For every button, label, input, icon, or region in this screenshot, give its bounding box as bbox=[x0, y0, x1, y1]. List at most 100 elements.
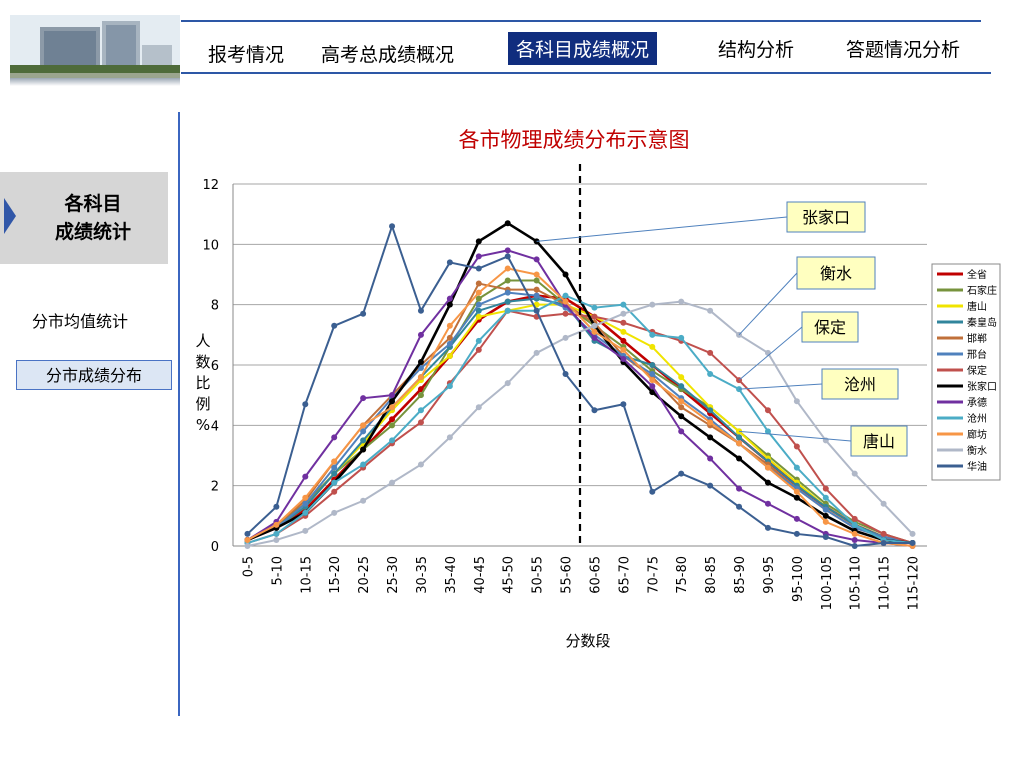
data-point bbox=[562, 298, 569, 305]
data-point bbox=[649, 331, 656, 338]
sidebar-item-subject-stats[interactable] bbox=[0, 172, 168, 264]
data-point bbox=[793, 398, 800, 405]
data-point bbox=[591, 322, 598, 329]
data-point bbox=[620, 337, 627, 344]
legend-label: 张家口 bbox=[967, 380, 997, 393]
data-point bbox=[331, 488, 338, 495]
data-point bbox=[851, 543, 858, 549]
data-point bbox=[764, 479, 771, 486]
data-point bbox=[360, 446, 367, 453]
data-point bbox=[417, 407, 424, 414]
legend-label: 秦皇岛 bbox=[967, 316, 997, 329]
data-point bbox=[620, 301, 627, 308]
x-tick-label: 0-5 bbox=[241, 556, 256, 577]
data-point bbox=[389, 404, 396, 411]
data-point bbox=[360, 422, 367, 429]
series-line bbox=[247, 300, 914, 547]
callout-box bbox=[821, 368, 899, 400]
data-point bbox=[273, 521, 280, 528]
data-point bbox=[620, 310, 627, 317]
data-point bbox=[360, 395, 367, 402]
data-point bbox=[446, 259, 453, 266]
data-point bbox=[446, 383, 453, 390]
data-point bbox=[244, 543, 251, 549]
nav-tab-total-score[interactable]: 高考总成绩概况 bbox=[321, 44, 455, 66]
legend-label: 廊坊 bbox=[967, 428, 987, 441]
callout-label: 衡水 bbox=[820, 264, 852, 283]
sidebar-divider bbox=[178, 112, 180, 716]
data-point bbox=[533, 292, 540, 299]
data-point bbox=[678, 398, 685, 405]
data-point bbox=[475, 280, 482, 287]
data-point bbox=[562, 334, 569, 341]
data-point bbox=[707, 307, 714, 314]
callout-label: 保定 bbox=[814, 318, 846, 337]
data-point bbox=[504, 289, 511, 296]
nav-tab-registration[interactable]: 报考情况 bbox=[208, 44, 285, 66]
chart-grid bbox=[232, 183, 927, 547]
data-point bbox=[736, 485, 743, 492]
data-point bbox=[591, 407, 598, 414]
data-point bbox=[620, 346, 627, 353]
x-tick-label: 50-55 bbox=[531, 556, 546, 594]
data-point bbox=[302, 473, 309, 480]
data-point bbox=[678, 428, 685, 435]
data-point bbox=[533, 286, 540, 293]
data-point bbox=[851, 536, 858, 543]
data-point bbox=[736, 434, 743, 441]
data-point bbox=[909, 530, 916, 537]
y-axis-label-char: 比 bbox=[195, 374, 210, 392]
data-point bbox=[273, 536, 280, 543]
data-point bbox=[417, 461, 424, 468]
y-tick-label: 10 bbox=[202, 238, 219, 253]
series-line bbox=[247, 309, 913, 544]
x-tick-label: 70-75 bbox=[646, 556, 661, 594]
data-point bbox=[446, 434, 453, 441]
nav-tab-subject-score[interactable]: 各科目成绩概况 bbox=[508, 32, 658, 65]
x-tick-label: 5-10 bbox=[270, 556, 285, 586]
callout-box bbox=[796, 256, 876, 290]
sidebar-item-subject-stats-label: 各科目 成绩统计 bbox=[20, 190, 166, 246]
x-tick-label: 60-65 bbox=[588, 556, 603, 594]
data-point bbox=[649, 301, 656, 308]
data-point bbox=[475, 238, 482, 245]
data-point bbox=[562, 292, 569, 299]
data-point bbox=[389, 437, 396, 444]
callout-leader bbox=[739, 383, 823, 390]
data-point bbox=[620, 319, 627, 326]
data-point bbox=[446, 322, 453, 329]
data-point bbox=[389, 223, 396, 230]
data-point bbox=[764, 349, 771, 356]
data-point bbox=[302, 500, 309, 507]
data-point bbox=[764, 464, 771, 471]
data-point bbox=[736, 455, 743, 462]
sidebar-item-city-distribution[interactable]: 分市成绩分布 bbox=[16, 360, 172, 390]
data-point bbox=[360, 310, 367, 317]
x-tick-label: 40-45 bbox=[473, 556, 488, 594]
legend-label: 华油 bbox=[967, 460, 987, 473]
data-point bbox=[504, 253, 511, 260]
nav-tab-answers[interactable]: 答题情况分析 bbox=[846, 39, 961, 61]
sidebar-item-city-mean[interactable]: 分市均值统计 bbox=[32, 312, 129, 331]
data-point bbox=[475, 295, 482, 302]
nav-tab-structure[interactable]: 结构分析 bbox=[718, 39, 795, 61]
x-tick-label: 65-70 bbox=[617, 556, 632, 594]
x-tick-label: 10-15 bbox=[299, 556, 314, 594]
data-point bbox=[504, 220, 511, 227]
data-point bbox=[851, 530, 858, 537]
data-point bbox=[562, 371, 569, 378]
data-point bbox=[822, 518, 829, 525]
data-point bbox=[793, 530, 800, 537]
callout-leader bbox=[738, 272, 798, 336]
data-point bbox=[302, 527, 309, 534]
data-point bbox=[764, 407, 771, 414]
data-point bbox=[822, 494, 829, 501]
chart-title: 各市物理成绩分布示意图 bbox=[459, 128, 690, 152]
x-tick-label: 115-120 bbox=[907, 556, 922, 610]
data-point bbox=[244, 536, 251, 543]
data-point bbox=[446, 295, 453, 302]
data-point bbox=[475, 289, 482, 296]
data-point bbox=[707, 434, 714, 441]
data-point bbox=[417, 386, 424, 393]
